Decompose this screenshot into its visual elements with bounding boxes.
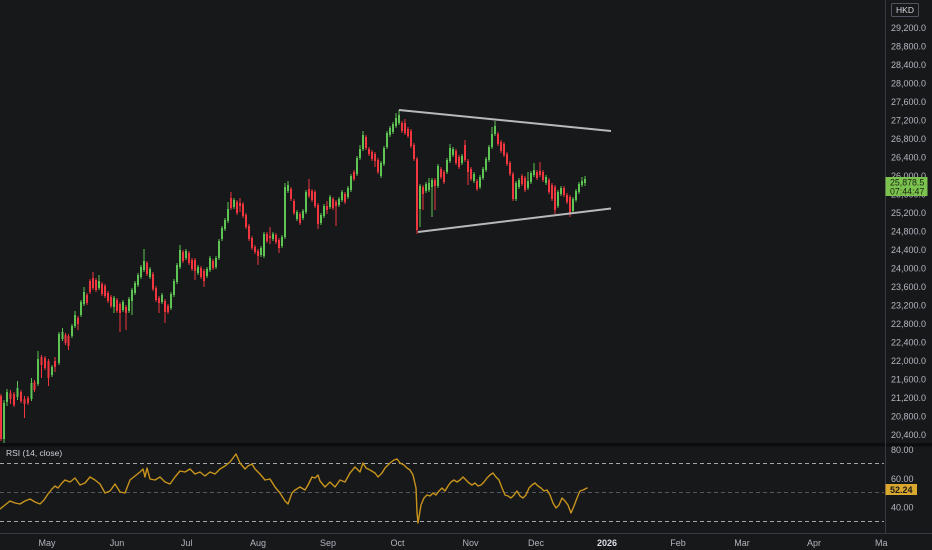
svg-text:24,800.0: 24,800.0 [891,227,926,237]
svg-text:23,600.0: 23,600.0 [891,282,926,292]
svg-text:27,600.0: 27,600.0 [891,97,926,107]
svg-text:26,000.0: 26,000.0 [891,171,926,181]
svg-text:Nov: Nov [462,538,479,548]
svg-text:21,200.0: 21,200.0 [891,393,926,403]
svg-text:Jun: Jun [110,538,125,548]
svg-text:May: May [38,538,56,548]
svg-text:RSI (14, close): RSI (14, close) [6,448,62,458]
svg-text:Apr: Apr [807,538,821,548]
svg-text:23,200.0: 23,200.0 [891,301,926,311]
svg-text:29,200.0: 29,200.0 [891,23,926,33]
svg-text:2026: 2026 [597,538,617,548]
svg-text:Ma: Ma [875,538,888,548]
svg-text:Oct: Oct [390,538,405,548]
svg-text:Feb: Feb [670,538,686,548]
svg-text:26,400.0: 26,400.0 [891,153,926,163]
svg-text:52.24: 52.24 [890,485,913,495]
svg-text:28,000.0: 28,000.0 [891,78,926,88]
svg-text:Mar: Mar [734,538,750,548]
svg-text:22,400.0: 22,400.0 [891,338,926,348]
svg-text:40.00: 40.00 [891,503,914,513]
svg-text:20,400.0: 20,400.0 [891,430,926,440]
svg-text:Aug: Aug [250,538,266,548]
svg-text:28,400.0: 28,400.0 [891,60,926,70]
svg-text:24,400.0: 24,400.0 [891,245,926,255]
svg-text:22,000.0: 22,000.0 [891,356,926,366]
svg-text:24,000.0: 24,000.0 [891,264,926,274]
svg-text:80.00: 80.00 [891,445,914,455]
svg-text:Dec: Dec [528,538,545,548]
svg-text:20,800.0: 20,800.0 [891,412,926,422]
svg-text:Sep: Sep [320,538,336,548]
svg-text:60.00: 60.00 [891,474,914,484]
svg-text:26,800.0: 26,800.0 [891,134,926,144]
svg-text:27,200.0: 27,200.0 [891,116,926,126]
svg-text:25,878.5: 25,878.5 [890,178,924,188]
svg-text:25,200.0: 25,200.0 [891,208,926,218]
svg-text:28,800.0: 28,800.0 [891,41,926,51]
svg-text:22,800.0: 22,800.0 [891,319,926,329]
svg-text:Jul: Jul [181,538,193,548]
svg-text:21,600.0: 21,600.0 [891,375,926,385]
svg-text:HKD: HKD [896,5,914,15]
svg-text:07:44:47: 07:44:47 [890,186,924,196]
